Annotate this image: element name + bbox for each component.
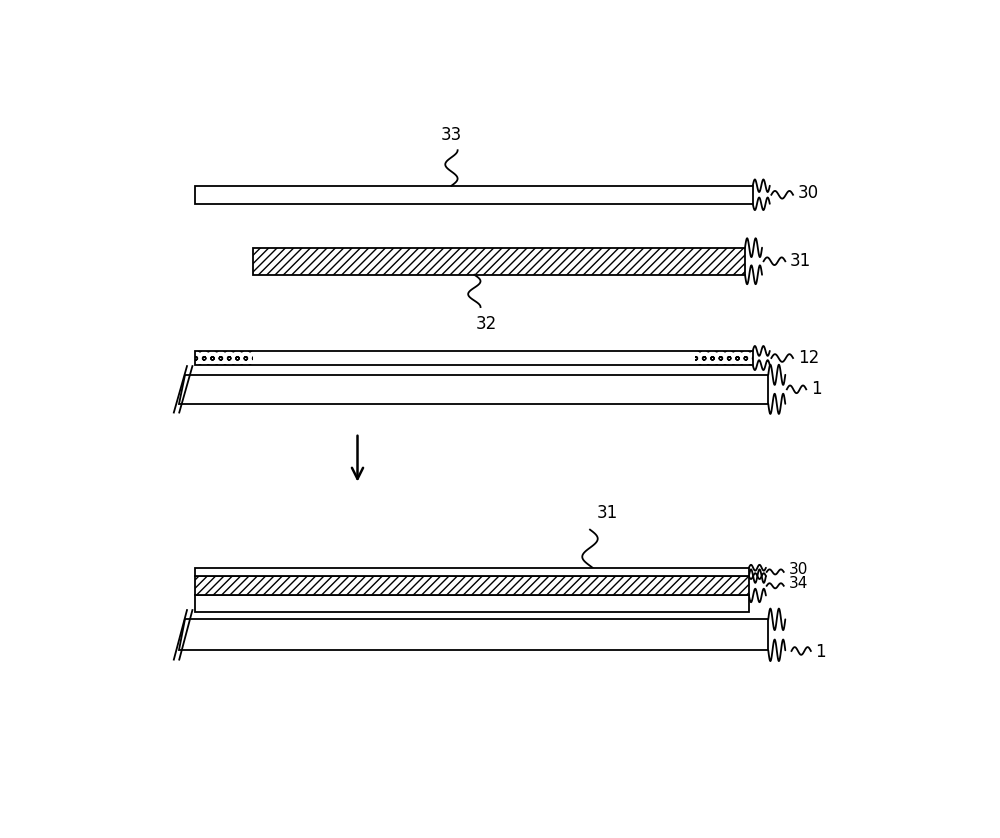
Text: 1: 1 [811,380,822,398]
Bar [195,596,749,612]
Text: 30: 30 [798,184,819,203]
Polygon shape [179,619,768,650]
Bar [683,596,749,612]
Text: 31: 31 [790,252,811,270]
Polygon shape [179,375,768,404]
Text: 31: 31 [596,504,618,522]
Bar [253,248,745,275]
Bar [695,351,753,365]
Text: 12: 12 [798,349,819,367]
Bar [195,351,753,365]
Text: 33: 33 [441,126,462,144]
Bar [195,351,253,365]
Text: 1: 1 [815,644,825,661]
Bar [195,596,261,612]
Bar [195,567,749,576]
Text: 30: 30 [788,562,808,577]
Text: 34: 34 [788,577,808,592]
Bar [195,186,753,204]
Bar [195,576,749,596]
Text: 32: 32 [475,315,497,333]
